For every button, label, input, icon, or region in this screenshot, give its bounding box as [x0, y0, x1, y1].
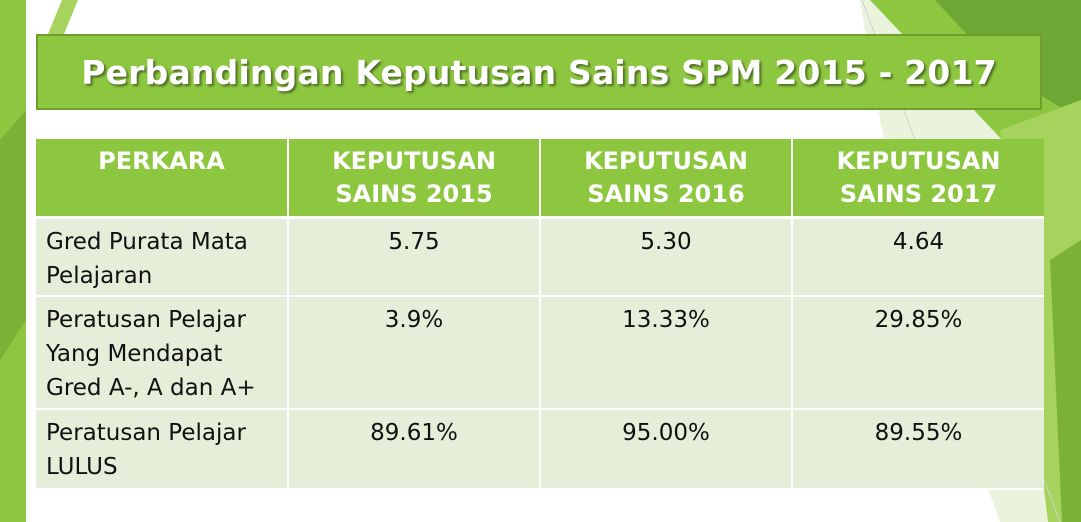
row-label: Peratusan Pelajar LULUS [36, 409, 289, 490]
value-2017: 89.55% [792, 409, 1044, 490]
left-dark-shape [0, 110, 26, 360]
right-edge-facet [1050, 240, 1081, 522]
row-label: Gred Purata Mata Pelajaran [36, 217, 289, 297]
value-2016: 5.30 [540, 217, 793, 297]
table-row: Peratusan Pelajar Yang Mendapat Gred A-,… [36, 296, 1044, 410]
value-2015: 3.9% [288, 296, 541, 410]
table-row: Peratusan Pelajar LULUS 89.61% 95.00% 89… [36, 409, 1044, 490]
title-banner: Perbandingan Keputusan Sains SPM 2015 - … [36, 34, 1042, 110]
value-2016: 95.00% [540, 409, 793, 490]
table-header-row: PERKARA KEPUTUSAN SAINS 2015 KEPUTUSAN S… [36, 139, 1044, 219]
value-2017: 29.85% [792, 296, 1044, 410]
header-perkara: PERKARA [36, 139, 289, 219]
top-left-stripe [48, 0, 78, 34]
row-label: Peratusan Pelajar Yang Mendapat Gred A-,… [36, 296, 289, 410]
value-2015: 5.75 [288, 217, 541, 297]
value-2015: 89.61% [288, 409, 541, 490]
table-row: Gred Purata Mata Pelajaran 5.75 5.30 4.6… [36, 217, 1044, 297]
results-table-container: PERKARA KEPUTUSAN SAINS 2015 KEPUTUSAN S… [36, 139, 1044, 490]
header-sains-2016: KEPUTUSAN SAINS 2016 [540, 139, 793, 219]
slide-title: Perbandingan Keputusan Sains SPM 2015 - … [81, 52, 997, 92]
header-sains-2015: KEPUTUSAN SAINS 2015 [288, 139, 541, 219]
value-2017: 4.64 [792, 217, 1044, 297]
header-sains-2017: KEPUTUSAN SAINS 2017 [792, 139, 1044, 219]
value-2016: 13.33% [540, 296, 793, 410]
results-table: PERKARA KEPUTUSAN SAINS 2015 KEPUTUSAN S… [36, 139, 1044, 490]
